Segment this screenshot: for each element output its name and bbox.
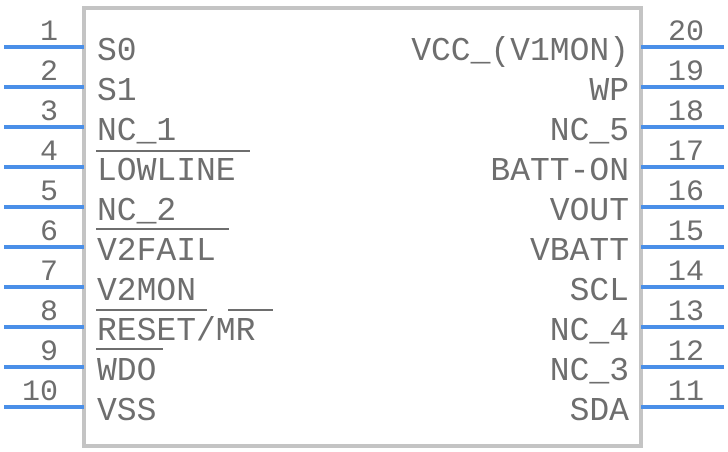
pin-number: 11 — [668, 376, 704, 410]
pin-number: 7 — [40, 256, 58, 290]
pin-number: 12 — [668, 336, 704, 370]
label-bar-lines — [96, 150, 273, 350]
pin-number: 14 — [668, 256, 704, 290]
pin-number: 16 — [668, 176, 704, 210]
pin-number: 17 — [668, 136, 704, 170]
pin-name: WDO — [97, 353, 156, 390]
pin-name: NC_4 — [550, 313, 629, 350]
pin-number: 13 — [668, 296, 704, 330]
pin-number: 8 — [40, 296, 58, 330]
pin-number: 1 — [40, 16, 58, 50]
pin-number: 6 — [40, 216, 58, 250]
pin-name: LOWLINE — [97, 153, 236, 190]
pin-name: SCL — [570, 273, 629, 310]
pin-number: 20 — [668, 16, 704, 50]
pin-number: 18 — [668, 96, 704, 130]
pin-number: 4 — [40, 136, 58, 170]
pin-number: 2 — [40, 56, 58, 90]
pin-name: VBATT — [530, 233, 629, 270]
pin-number: 5 — [40, 176, 58, 210]
pin-number: 10 — [22, 376, 58, 410]
pin-name: NC_1 — [97, 113, 176, 150]
pin-name: VOUT — [550, 193, 629, 230]
pin-name: NC_2 — [97, 193, 176, 230]
pin-name: NC_3 — [550, 353, 629, 390]
pin-name: SDA — [570, 393, 630, 430]
component-body — [82, 6, 643, 448]
pin-number: 19 — [668, 56, 704, 90]
pin-name: V2FAIL — [97, 233, 216, 270]
pin-name: V2MON — [97, 273, 196, 310]
pin-name: WP — [589, 73, 629, 110]
pin-name: NC_5 — [550, 113, 629, 150]
pin-number: 9 — [40, 336, 58, 370]
pin-name: VCC_(V1MON) — [411, 33, 629, 70]
pin-name: S1 — [97, 73, 137, 110]
pin-number: 3 — [40, 96, 58, 130]
pin-number: 15 — [668, 216, 704, 250]
pin-name: RESET/MR — [97, 313, 255, 350]
pin-name: S0 — [97, 33, 137, 70]
pin-name: BATT-ON — [490, 153, 629, 190]
pin-name: VSS — [97, 393, 156, 430]
